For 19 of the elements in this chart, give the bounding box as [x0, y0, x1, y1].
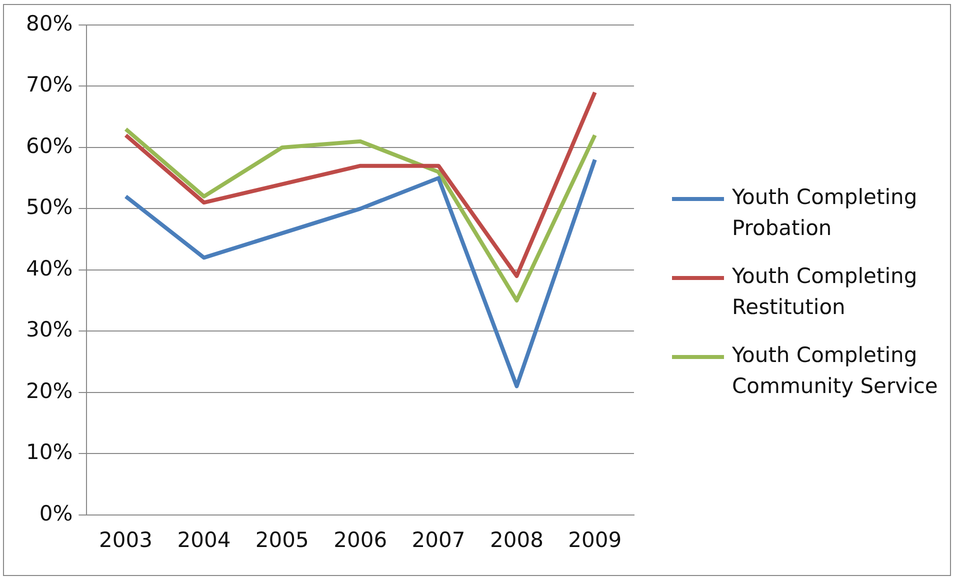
y-tick-label: 20% — [26, 378, 73, 403]
legend-label: Youth Completing Community Service — [732, 342, 939, 400]
y-tick-label: 40% — [26, 256, 73, 280]
y-tick-label: 10% — [26, 440, 73, 464]
x-tick-label: 2004 — [177, 528, 231, 552]
x-tick-label: 2007 — [412, 528, 466, 552]
x-tick-label: 2005 — [255, 528, 309, 552]
x-tick-label: 2006 — [334, 528, 388, 552]
y-tick-label: 30% — [26, 318, 73, 342]
legend-label: Youth Completing Restitution — [732, 263, 918, 321]
legend-label: Youth Completing Probation — [732, 184, 918, 242]
y-tick-label: 70% — [26, 72, 73, 97]
x-tick-label: 2003 — [99, 528, 152, 552]
y-tick-label: 50% — [26, 195, 73, 220]
y-tick-label: 80% — [26, 11, 73, 36]
x-tick-label: 2008 — [490, 528, 544, 552]
x-tick-label: 2009 — [568, 528, 622, 552]
y-tick-label: 60% — [26, 134, 73, 158]
y-tick-label: 0% — [39, 501, 73, 526]
